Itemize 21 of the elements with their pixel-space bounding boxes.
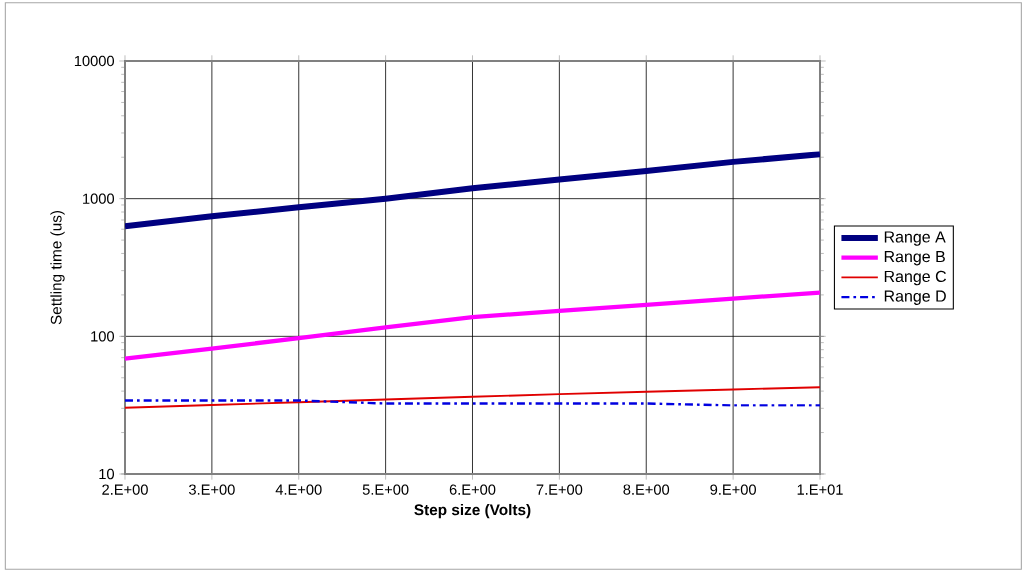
x-tick-label: 4.E+00 [275,484,322,495]
legend-label: Range D [884,290,946,305]
x-tick-label: 7.E+00 [536,484,583,495]
x-tick-label: 6.E+00 [449,484,496,495]
y-tick-label: 1000 [83,193,115,204]
x-tick-label: 5.E+00 [362,484,409,495]
x-tick-label: 9.E+00 [710,484,756,495]
y-tick-label: 100 [91,331,115,342]
x-axis-title: Step size (Volts) [414,503,531,519]
legend-label: Range B [884,251,945,266]
y-axis-title: Settling time (us) [50,210,65,325]
x-tick-label: 3.E+00 [188,484,235,495]
y-tick-label: 10 [99,468,115,480]
line-series [125,290,820,361]
x-tick-label: 2.E+00 [102,484,148,495]
x-tick-label: 1.E+01 [797,484,843,495]
y-tick-label: 10000 [74,55,114,67]
line-series [125,386,820,409]
x-tick-label: 8.E+00 [623,484,670,495]
legend-label: Range A [884,231,946,246]
legend-label: Range C [884,270,947,286]
